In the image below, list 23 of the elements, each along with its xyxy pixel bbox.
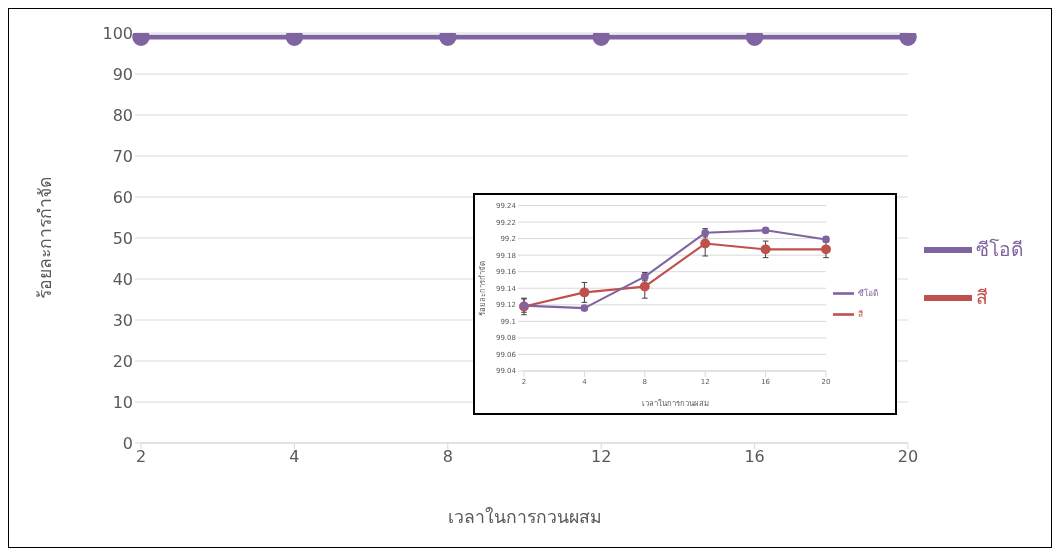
x-tick-label: 2 [135, 447, 147, 467]
y-tick-label: 50 [112, 228, 133, 248]
y-tick-label: 100 [102, 23, 133, 43]
y-tick-label: 60 [112, 187, 133, 207]
legend-label: สี [976, 285, 988, 309]
x-tick-label: 16 [744, 447, 765, 467]
y-axis-title: ร้อยละการกำจัด [35, 177, 56, 299]
y-tick-label: 90 [112, 64, 133, 84]
y-tick-label: 70 [112, 146, 133, 166]
y-tick-label: 0 [122, 433, 133, 453]
x-axis-title: เวลาในการกวนผสม [447, 507, 602, 527]
x-tick-label: 12 [591, 447, 612, 467]
y-tick-label: 30 [112, 310, 133, 330]
legend-label: ซีโอดี [858, 288, 878, 298]
legend-label: ซีโอดี [976, 237, 1023, 261]
y-tick-label: 40 [112, 269, 133, 289]
x-tick-label: 4 [289, 447, 300, 467]
x-tick-label: 20 [897, 447, 919, 467]
x-tick-label: 8 [442, 447, 453, 467]
legend-label: สี [858, 309, 863, 319]
y-tick-label: 10 [112, 392, 133, 412]
y-tick-label: 80 [112, 105, 133, 125]
y-tick-label: 20 [112, 351, 133, 371]
